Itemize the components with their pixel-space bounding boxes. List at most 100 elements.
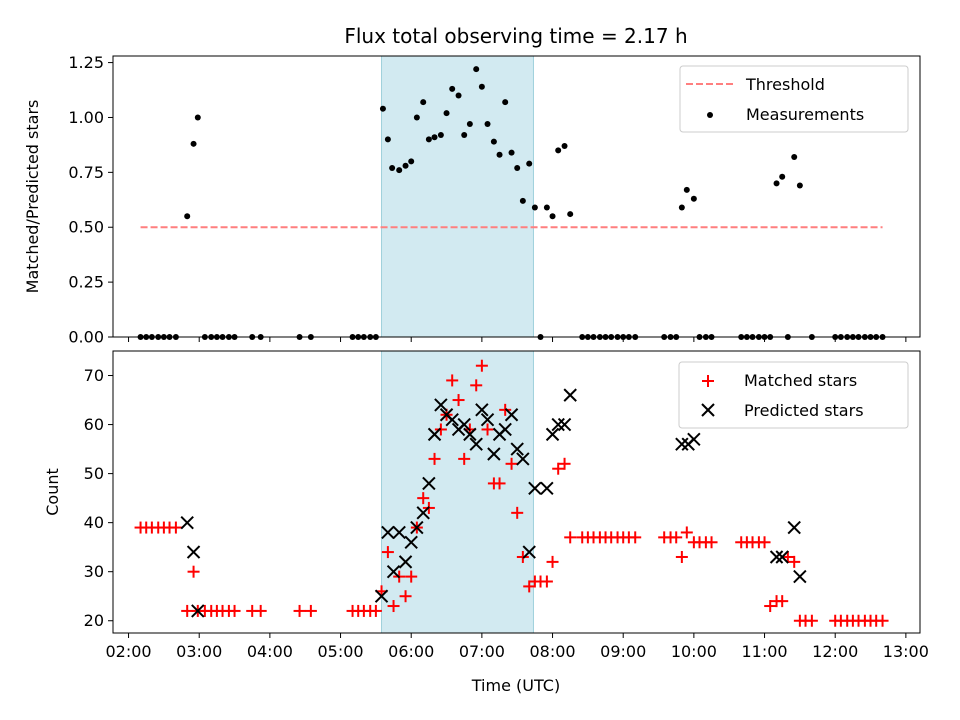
matched-star-point [369,604,382,617]
predicted-star-point [775,550,789,564]
matched-star-point [428,452,441,465]
predicted-star-point [191,604,205,618]
bottom-highlight-span [381,350,534,634]
predicted-star-point [769,550,784,564]
measurement-point [473,66,480,73]
x-tick-label-1200: 12:00 [812,642,858,661]
matched-star-point [434,423,447,436]
measurement-point [449,85,456,92]
predicted-star-point [422,476,436,491]
bottom-axes-frame [112,350,921,634]
measurement-point [567,211,574,218]
x-axis-label: Time (UTC) [471,676,560,695]
measurement-point [379,105,386,112]
predicted-star-point [392,525,406,540]
chart-title: Flux total observing time = 2.17 h [344,24,687,48]
predicted-star-point [540,481,554,496]
predicted-star-point [551,417,565,432]
measurement-point [543,204,550,211]
x-tick-label-0600: 06:00 [388,642,434,661]
predicted-star-point [687,432,701,446]
predicted-star-point [374,589,389,603]
measurement-point [425,136,432,143]
matched-star-point [387,600,400,613]
predicted-star-point [793,569,807,584]
measurement-point [490,138,497,145]
x-tick-label-0500: 05:00 [317,642,363,661]
matched-star-point [776,595,789,608]
bottom-y-tick-label-40: 40 [84,513,104,532]
matched-star-point [470,379,483,392]
predicted-star-point [487,447,501,461]
matched-star-point [505,457,518,470]
bottom-y-tick-label-60: 60 [84,415,104,434]
predicted-star-point [557,417,572,432]
measurement-point [396,167,403,174]
x-tick-label-0200: 02:00 [105,642,151,661]
measurement-point [455,92,462,99]
matched-star-point [805,614,818,627]
measurement-point [461,132,468,139]
matched-star-point [446,374,459,387]
predicted-star-point [504,408,519,422]
matched-star-point [876,614,889,627]
measurement-point [531,204,538,211]
measurement-point [502,99,509,106]
matched-star-point [493,477,506,490]
measurement-point [478,83,485,90]
predicted-star-point [404,535,418,549]
measurement-point [796,182,803,189]
predicted-star-point [434,398,448,412]
measurement-point [514,164,521,171]
measurement-point [549,213,556,220]
bottom-y-axis-label: Count [43,468,62,516]
matched-star-point [187,565,200,578]
bottom-panel: 20 30 40 50 60 70 02:00 03:00 04:00 05:00 06:00 07… [43,350,929,695]
predicted-star-point [510,442,524,456]
measurement-point [190,140,197,147]
bottom-y-tick-label-50: 50 [84,464,104,483]
matched-star-point [399,590,412,603]
matched-star-point [540,575,553,588]
x-tick-label-0900: 09:00 [600,642,646,661]
predicted-star-point [675,437,689,451]
top-highlight-span [381,55,534,338]
predicted-star-point [427,427,442,442]
matched-star-point [680,526,693,539]
matched-star-point [552,462,565,475]
top-y-tick-label-0.25: 0.25 [68,273,104,292]
matched-star-point [458,452,471,465]
bottom-legend: Matched stars Predicted stars [678,361,909,429]
measurement-point [773,180,780,187]
matched-star-point [417,492,430,505]
measurement-point [420,99,427,106]
legend-matched-label: Matched stars [744,371,857,390]
measurement-point [402,162,409,169]
legend-matched-swatch [702,375,714,387]
measurement-point [413,114,420,121]
matched-star-point [758,536,771,549]
measurement-point [384,136,391,143]
matched-star-point [705,536,718,549]
measurement-point [194,114,201,121]
legend-measurements-label: Measurements [746,105,864,124]
predicted-star-point [381,525,395,540]
x-tick-label-0700: 07:00 [459,642,505,661]
x-tick-label-0300: 03:00 [176,642,222,661]
matched-star-point [546,555,559,568]
predicted-star-point [475,403,489,417]
predicted-star-point [457,417,471,432]
top-legend: Threshold Measurements [679,65,909,133]
matched-star-point [564,531,577,544]
matched-star-point [304,604,317,617]
x-tick-label-1000: 10:00 [671,642,717,661]
measurement-point [508,149,515,156]
predicted-star-point [386,564,401,579]
legend-measurements-swatch [707,112,713,118]
matched-star-point [675,550,688,563]
top-y-tick-label-0.00: 0.00 [68,328,104,347]
measurement-point [526,160,533,167]
predicted-star-point [563,388,577,402]
matched-star-point [670,531,683,544]
